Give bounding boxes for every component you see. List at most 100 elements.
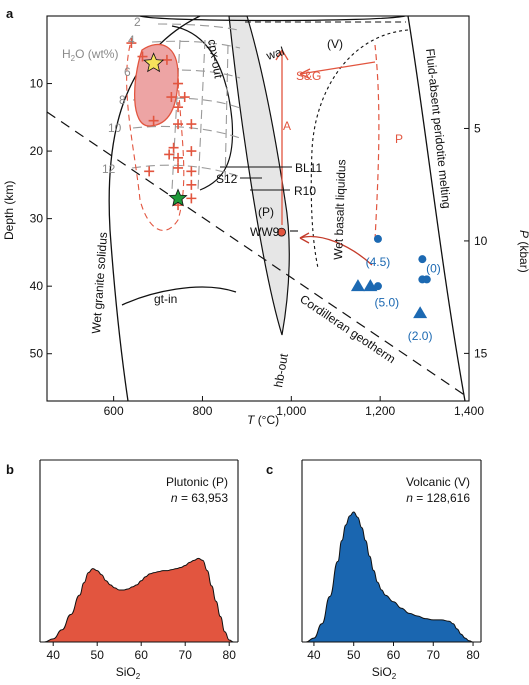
y2-axis-title: P (kbar)	[517, 230, 529, 273]
basalt-circle	[373, 282, 382, 291]
y-tick-label: 30	[30, 212, 44, 226]
hb-out-band	[228, 16, 290, 336]
WW9-arrowhead	[299, 232, 310, 244]
panel-b-label: b	[6, 462, 14, 477]
y-tick-label: 50	[30, 347, 44, 361]
WW9-point	[277, 227, 286, 237]
plutonic-x-title-base: SiO	[116, 665, 136, 679]
x-axis-title-unit: (°C)	[258, 413, 279, 427]
x-tick-label: 1,400	[454, 404, 484, 418]
volcanic-title: Volcanic (V)	[406, 475, 470, 489]
experiment-cross	[173, 152, 184, 163]
experiment-cross	[186, 179, 197, 190]
fluid-absent-label: Fluid-absent peridotite melting	[423, 48, 454, 209]
water-contour-labels: 2 4 6 8 10 12 H2O (wt%)	[62, 15, 141, 176]
contour-label-10: 10	[108, 121, 122, 135]
volcanic-n-value: = 128,616	[416, 491, 470, 505]
water-contour-title: H2O (wt%)	[62, 47, 118, 63]
x-tick-label: 70	[427, 648, 441, 662]
x-tick-label: 40	[307, 648, 321, 662]
wet-granite-label: Wet granite solidus	[89, 232, 110, 335]
contour-4	[151, 40, 241, 49]
panel-c-ticks: 40 50 60 70 80	[307, 642, 480, 662]
y-tick-label: 20	[30, 144, 44, 158]
x-tick-label: 70	[179, 648, 193, 662]
contour-label-4: 4	[128, 33, 135, 47]
basalt-circle	[418, 255, 427, 264]
P-path-label: P	[395, 132, 403, 146]
path-SG-arrowhead	[299, 68, 311, 79]
contour-8	[132, 97, 241, 109]
experiment-cross	[137, 51, 148, 62]
panel-b-ticks: 40 50 60 70 80	[47, 642, 236, 662]
path-P-line	[374, 44, 380, 241]
water-title-base: H	[62, 47, 71, 61]
contour-cross-2	[197, 39, 206, 191]
R10-label: R10	[294, 184, 316, 198]
y-tick-label: 10	[30, 77, 44, 91]
plutonic-n-label: n	[171, 491, 178, 505]
x-axis-title-main: T	[247, 413, 256, 427]
plutonic-title: Plutonic (P)	[166, 475, 228, 489]
panel-a-marks: (4.5) (5.0) (0) (2.0)	[126, 38, 441, 343]
x-tick-label: 1,000	[276, 404, 306, 418]
experiment-cross	[144, 166, 155, 177]
plutonic-x-title: SiO2	[116, 665, 141, 681]
contour-2	[157, 23, 239, 31]
gt-in-label: gt-in	[154, 292, 177, 306]
basalt-triangle	[350, 279, 365, 292]
contour-10	[132, 125, 241, 139]
basalt-triangle	[413, 306, 428, 319]
A-label: A	[283, 119, 291, 133]
experiment-cross	[186, 146, 197, 157]
S12-label: S12	[216, 172, 238, 186]
experiment-cross	[179, 92, 190, 103]
y2-tick-label: 10	[474, 234, 488, 248]
experiment-cross	[173, 119, 184, 130]
basalt-circle	[373, 234, 382, 243]
experiment-cross	[173, 162, 184, 173]
x-tick-label: 50	[91, 648, 105, 662]
experiment-cross	[186, 193, 197, 204]
volcanic-n: n = 128,616	[406, 491, 470, 505]
path-A-arrowhead	[275, 49, 289, 61]
water-content-label: (0)	[426, 262, 441, 276]
WW9-label: WW9	[250, 225, 280, 239]
water-title-sub: 2	[71, 54, 76, 63]
experiment-cross	[126, 38, 137, 49]
panel-c-label: c	[266, 462, 273, 477]
x-axis-title: T (°C)	[247, 413, 279, 427]
WW9-arrow-line	[299, 235, 373, 266]
basalt-triangle	[363, 279, 378, 292]
melt-field-dashed	[126, 44, 185, 231]
experiment-cross	[186, 166, 197, 177]
water-content-label: (2.0)	[408, 329, 433, 343]
x-tick-label: 80	[466, 648, 480, 662]
contour-cross-1	[171, 39, 181, 191]
volcanic-area	[305, 511, 474, 643]
cpx-out-line	[171, 25, 234, 191]
y2-axis-title-unit: (kbar)	[517, 241, 529, 272]
volcanic-x-title-sub: 2	[392, 672, 397, 681]
plutonic-n-value: = 63,953	[181, 491, 228, 505]
green-star	[168, 188, 188, 207]
plutonic-n: n = 63,953	[171, 491, 228, 505]
P-field-label: (P)	[258, 205, 274, 219]
wet-basalt-label: Wet basalt liquidus	[331, 159, 348, 260]
x-tick-label: 50	[347, 648, 361, 662]
x-tick-label: 600	[104, 404, 124, 418]
contour-label-6: 6	[124, 65, 131, 79]
contour-6	[139, 69, 241, 79]
hb-out-label: hb-out	[271, 352, 291, 389]
panel-a-label: a	[6, 6, 14, 21]
cpx-out-label: cpx-out	[205, 38, 226, 80]
x-tick-label: 40	[47, 648, 61, 662]
path-SG-line	[299, 61, 376, 75]
basalt-circle	[422, 275, 431, 284]
experiment-cross	[173, 102, 184, 113]
x-tick-label: 1,200	[365, 404, 395, 418]
y2-axis-title-main: P	[517, 230, 529, 238]
contour-cross-3	[224, 44, 229, 186]
panel-a-ticks: 600 800 1,000 1,200 1,400 10 20 30 40 50 5 10 15	[30, 77, 488, 418]
